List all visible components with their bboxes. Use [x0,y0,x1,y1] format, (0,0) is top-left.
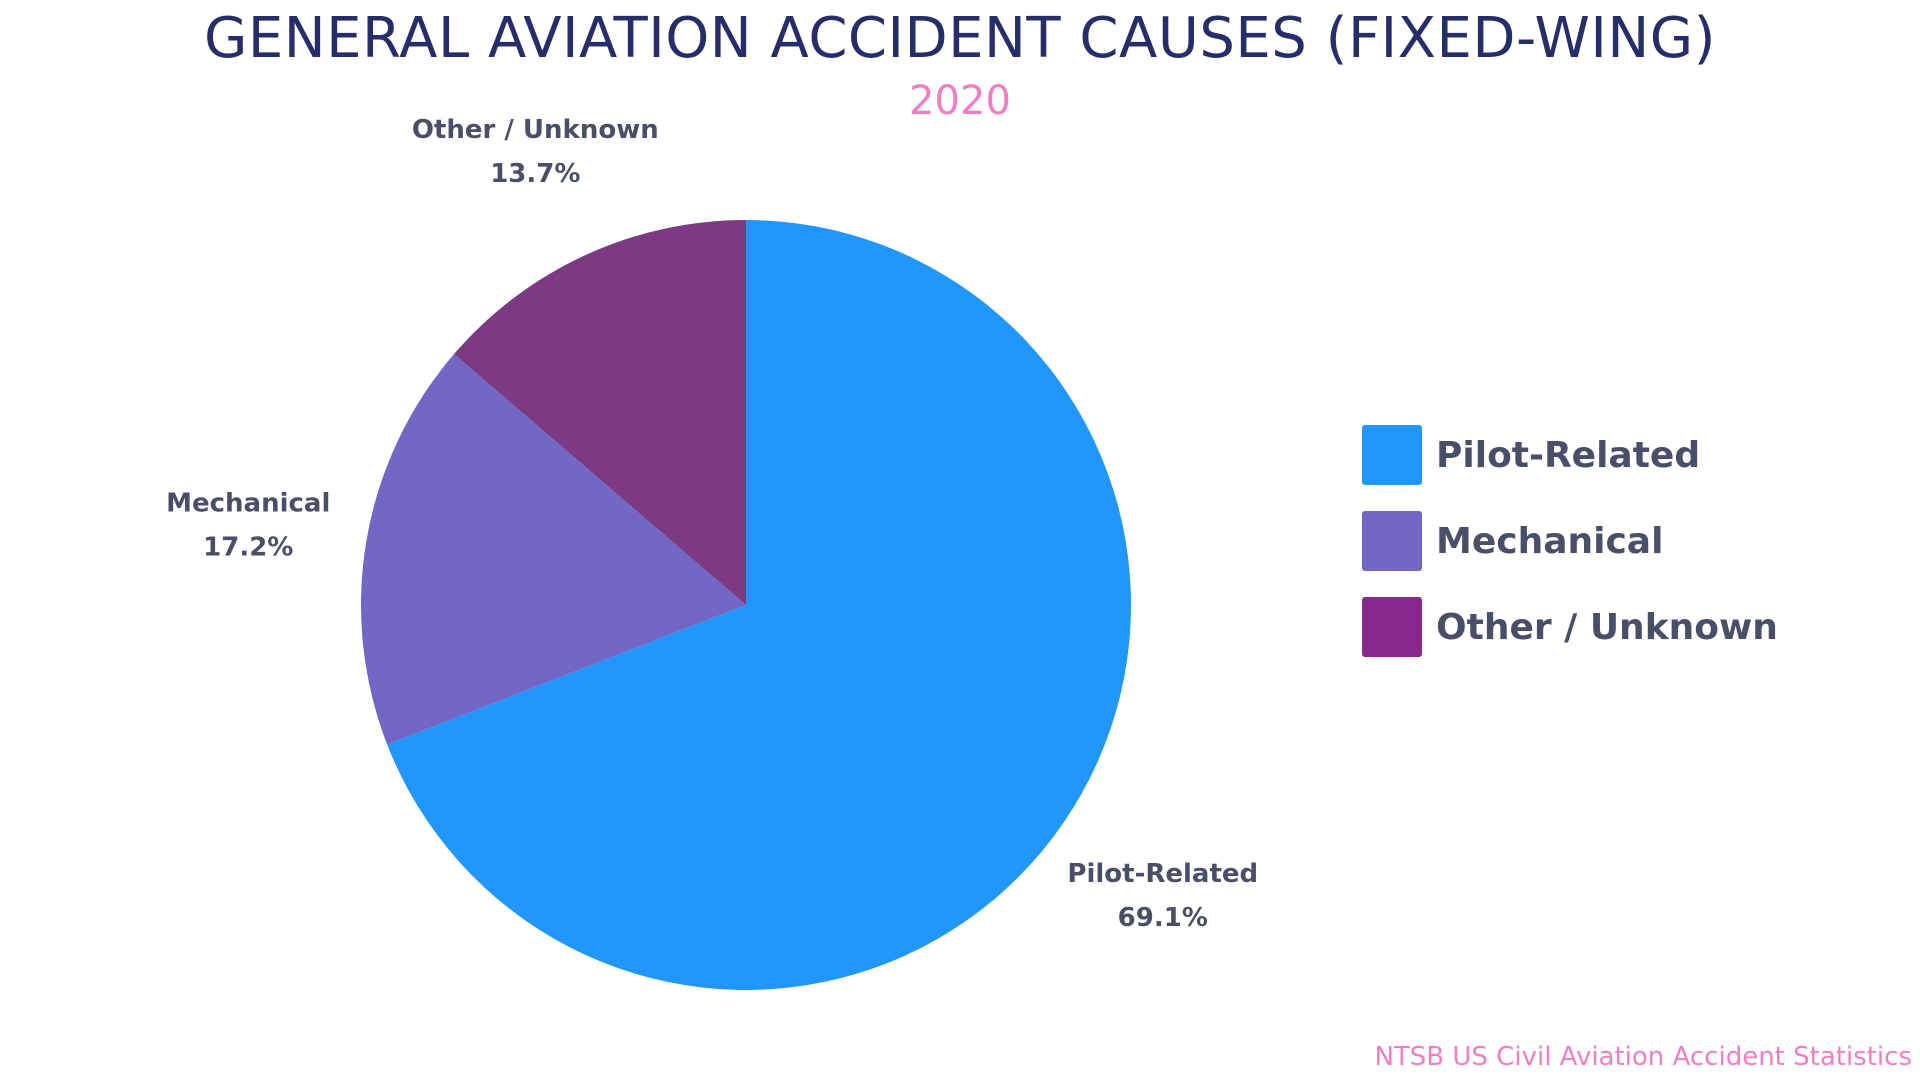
chart-subtitle: 2020 [909,78,1011,124]
slice-label-name: Other / Unknown [412,115,659,145]
slice-label-name: Mechanical [166,489,330,519]
legend-item: Pilot-Related [1362,425,1778,485]
legend-swatch [1362,511,1422,571]
pie-slice-pilot-related [387,220,1132,990]
legend-swatch [1362,425,1422,485]
pie-slices [361,220,1132,990]
legend-label: Pilot-Related [1436,434,1701,476]
legend: Pilot-Related Mechanical Other / Unknown [1362,425,1778,683]
pie-slice-other-unknown [454,220,746,605]
legend-item: Mechanical [1362,511,1778,571]
pie-slice-mechanical [361,354,746,745]
pie-labels: Pilot-Related 69.1% Mechanical 17.2% Other /… [166,115,1258,933]
slice-label-value: 69.1% [1118,903,1208,933]
slice-label-name: Pilot-Related [1067,859,1258,889]
legend-item: Other / Unknown [1362,597,1778,657]
legend-label: Other / Unknown [1436,606,1778,648]
chart-title: GENERAL AVIATION ACCIDENT CAUSES (FIXED-… [203,6,1717,71]
slice-label-value: 17.2% [203,533,293,563]
slice-label-value: 13.7% [490,159,580,189]
legend-swatch [1362,597,1422,657]
legend-label: Mechanical [1436,520,1664,562]
source-note: NTSB US Civil Aviation Accident Statisti… [1374,1042,1912,1072]
